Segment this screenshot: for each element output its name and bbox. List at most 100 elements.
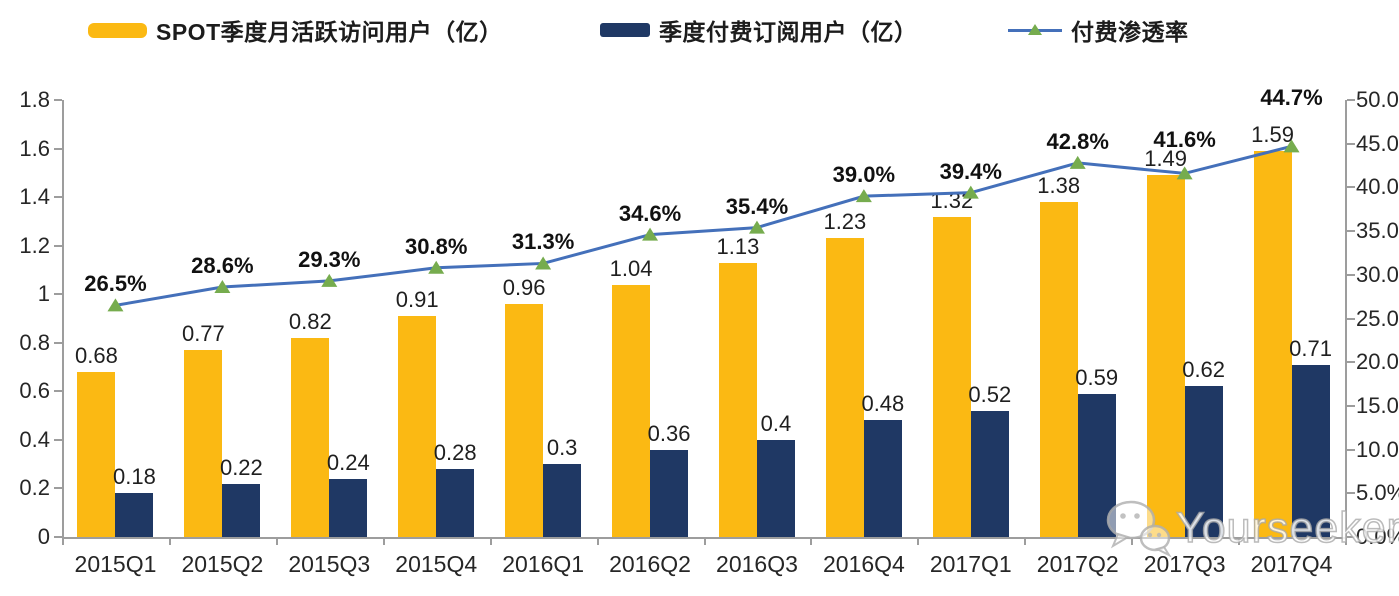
- bar-subscribers: [650, 449, 689, 537]
- subscribers-value-label: 0.18: [113, 464, 156, 490]
- x-axis-label: 2016Q3: [716, 551, 798, 577]
- left-axis-line: [62, 100, 64, 537]
- right-axis-label: 15.0%: [1356, 392, 1399, 418]
- left-axis-label: 0.6: [19, 378, 50, 404]
- left-axis-tick: [54, 196, 62, 199]
- x-axis-tick: [1238, 539, 1241, 545]
- penetration-line: [115, 144, 1292, 307]
- bar-mau: [184, 350, 223, 537]
- subscribers-value-label: 0.52: [968, 381, 1012, 407]
- mau-value-label: 0.77: [181, 321, 225, 347]
- penetration-value-label: 41.6%: [1153, 127, 1216, 153]
- legend-subscribers-swatch: [600, 23, 650, 37]
- line-marker-triangle: [107, 298, 124, 312]
- x-axis-tick: [489, 539, 492, 545]
- penetration-value-label: 44.7%: [1260, 85, 1323, 111]
- legend-penetration-line: [1008, 23, 1062, 35]
- penetration-value-label: 29.3%: [298, 246, 361, 272]
- penetration-value-label: 30.8%: [405, 233, 468, 259]
- right-axis-tick: [1347, 142, 1355, 145]
- mau-value-label: 1.13: [716, 233, 760, 259]
- legend-item-subscribers: 季度付费订阅用户（亿）: [600, 13, 918, 47]
- penetration-value-label: 42.8%: [1046, 128, 1109, 154]
- bar-subscribers: [863, 420, 902, 537]
- right-axis-tick: [1347, 361, 1355, 364]
- legend-item-penetration: 付费渗透率: [1008, 13, 1189, 47]
- right-axis-tick: [1347, 99, 1355, 101]
- mau-value-label: 1.04: [609, 255, 653, 281]
- x-axis-tick: [1131, 539, 1134, 545]
- right-axis-line: [1345, 100, 1347, 539]
- mau-value-label: 0.91: [395, 287, 439, 313]
- left-axis-label: 0: [37, 524, 50, 549]
- x-axis-label: 2017Q1: [929, 551, 1012, 577]
- left-axis-tick: [54, 293, 62, 296]
- bar-subscribers: [543, 464, 582, 537]
- left-axis-tick: [54, 487, 62, 490]
- right-axis-label: 0.0%: [1356, 524, 1399, 549]
- left-axis-tick: [54, 99, 62, 101]
- bar-subscribers: [756, 439, 795, 537]
- x-axis-label: 2016Q1: [502, 551, 585, 577]
- x-axis-label: 2017Q3: [1143, 551, 1226, 577]
- right-axis-tick: [1347, 317, 1355, 320]
- right-axis-label: 20.0%: [1356, 349, 1399, 375]
- x-axis-tick: [62, 539, 64, 545]
- right-axis-label: 25.0%: [1356, 305, 1399, 331]
- penetration-value-label: 35.4%: [725, 193, 789, 219]
- subscribers-value-label: 0.22: [219, 454, 263, 480]
- subscribers-value-label: 0.28: [433, 440, 477, 466]
- bar-subscribers: [115, 493, 154, 537]
- right-axis-label: 45.0%: [1356, 130, 1399, 156]
- watermark: Yourseeker: [1104, 498, 1399, 558]
- bar-mau: [932, 216, 971, 537]
- subscribers-value-label: 0.4: [760, 410, 792, 436]
- bar-mau: [1253, 150, 1292, 537]
- x-axis-label: 2016Q4: [822, 551, 905, 577]
- x-axis-tick: [810, 539, 813, 545]
- subscribers-value-label: 0.59: [1075, 364, 1119, 390]
- triangle-marker-icon: [1028, 23, 1042, 35]
- right-axis-tick: [1347, 404, 1355, 407]
- bar-subscribers: [329, 478, 368, 537]
- subscribers-value-label: 0.3: [546, 435, 578, 461]
- x-axis-tick: [382, 539, 385, 545]
- penetration-value-label: 34.6%: [618, 200, 682, 226]
- mau-value-label: 0.68: [75, 342, 118, 368]
- bar-subscribers: [222, 483, 261, 537]
- mau-value-label: 0.82: [288, 308, 332, 334]
- x-axis-tick: [703, 539, 706, 545]
- right-axis-tick: [1347, 273, 1355, 276]
- x-axis-line: [62, 537, 1347, 539]
- left-axis-tick: [54, 147, 62, 150]
- bar-subscribers: [1184, 386, 1223, 537]
- x-axis-tick: [275, 539, 278, 545]
- right-axis-tick: [1347, 230, 1355, 233]
- penetration-value-label: 39.0%: [832, 162, 896, 188]
- line-marker-triangle: [748, 220, 765, 234]
- left-axis-label: 0.4: [19, 426, 50, 452]
- right-axis-label: 5.0%: [1356, 480, 1399, 506]
- bar-mau: [505, 303, 544, 537]
- bar-subscribers: [970, 410, 1009, 537]
- line-marker-triangle: [321, 273, 338, 287]
- x-axis-tick: [168, 539, 171, 545]
- bar-mau: [825, 238, 864, 537]
- left-axis-label: 0.2: [19, 475, 50, 501]
- mau-value-label: 1.38: [1037, 172, 1081, 198]
- x-axis-label: 2017Q4: [1250, 551, 1333, 577]
- subscribers-value-label: 0.48: [861, 391, 905, 417]
- penetration-value-label: 39.4%: [939, 158, 1002, 184]
- right-axis-tick: [1347, 448, 1355, 451]
- subscribers-value-label: 0.36: [647, 420, 691, 446]
- line-marker-triangle: [855, 189, 872, 203]
- left-axis-label: 0.8: [19, 329, 50, 355]
- line-marker-triangle: [535, 256, 552, 270]
- bar-mau: [718, 262, 757, 537]
- left-axis-tick: [54, 244, 62, 247]
- right-axis-tick: [1347, 536, 1355, 538]
- x-axis-label: 2015Q3: [288, 551, 371, 577]
- subscribers-value-label: 0.71: [1289, 335, 1332, 361]
- line-marker-triangle: [642, 227, 659, 241]
